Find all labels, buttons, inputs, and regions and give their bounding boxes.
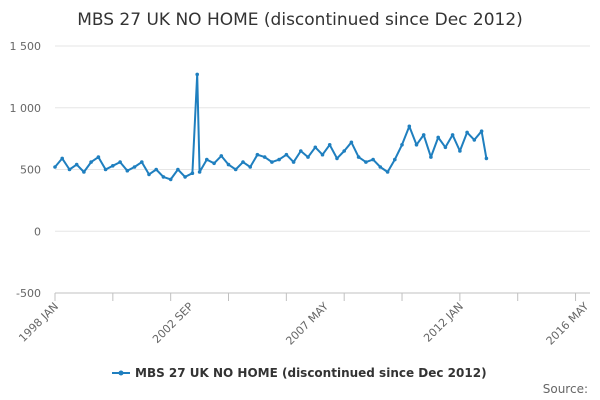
data-point[interactable] (320, 152, 325, 157)
data-point[interactable] (450, 133, 455, 137)
data-point[interactable] (306, 155, 310, 159)
data-point[interactable] (342, 149, 347, 153)
data-point[interactable] (356, 155, 361, 159)
data-point[interactable] (53, 165, 57, 169)
y-tick-label: -500 (16, 287, 41, 300)
data-point[interactable] (255, 152, 260, 157)
data-point[interactable] (472, 138, 477, 142)
legend[interactable]: MBS 27 UK NO HOME (discontinued since De… (112, 366, 487, 380)
data-point[interactable] (364, 160, 368, 164)
data-point[interactable] (60, 156, 64, 161)
data-point[interactable] (226, 162, 231, 167)
data-point[interactable] (407, 124, 412, 129)
x-tick-label: 2016 MAY (544, 300, 592, 348)
data-point[interactable] (378, 165, 383, 169)
x-tick-label: 2007 MAY (283, 300, 331, 348)
data-point[interactable] (195, 72, 199, 77)
data-point[interactable] (140, 160, 144, 164)
data-point[interactable] (458, 149, 462, 153)
y-tick-label: 0 (34, 225, 41, 238)
source-label: Source: (543, 382, 588, 396)
grid (55, 45, 590, 294)
data-point[interactable] (436, 135, 441, 140)
legend-label: MBS 27 UK NO HOME (discontinued since De… (135, 366, 487, 380)
data-point[interactable] (82, 170, 86, 174)
data-point[interactable] (205, 157, 209, 162)
data-point[interactable] (197, 170, 202, 174)
data-point[interactable] (429, 155, 433, 159)
y-axis: 1 500 1 000 500 0 -500 (10, 40, 42, 300)
data-point[interactable] (67, 167, 72, 172)
data-point[interactable] (349, 140, 354, 145)
data-point[interactable] (313, 145, 318, 150)
legend-marker (118, 370, 124, 376)
x-tick-label: 2012 JAN (421, 300, 466, 345)
data-point[interactable] (233, 167, 238, 172)
data-point[interactable] (371, 157, 375, 162)
data-point[interactable] (335, 156, 339, 161)
data-point[interactable] (291, 160, 296, 164)
data-point[interactable] (176, 167, 180, 172)
data-point[interactable] (421, 133, 426, 137)
data-point[interactable] (103, 167, 108, 172)
x-axis: 1998 JAN 2002 SEP 2007 MAY 2012 JAN 2016 MAY (16, 292, 592, 348)
data-point[interactable] (465, 130, 469, 135)
data-point[interactable] (96, 155, 101, 159)
data-point[interactable] (484, 156, 489, 161)
data-point[interactable] (385, 170, 390, 174)
data-point[interactable] (168, 177, 173, 182)
data-point[interactable] (299, 149, 303, 153)
data-point[interactable] (111, 164, 115, 168)
y-tick-label: 500 (20, 164, 41, 177)
data-point[interactable] (125, 168, 130, 173)
data-point[interactable] (212, 161, 216, 166)
y-tick-label: 1 000 (10, 102, 42, 115)
data-point[interactable] (248, 165, 252, 169)
data-point[interactable] (284, 152, 289, 157)
data-point[interactable] (219, 154, 224, 158)
data-point[interactable] (277, 157, 281, 162)
data-point[interactable] (414, 143, 419, 147)
x-tick-label: 1998 JAN (16, 300, 61, 345)
data-point[interactable] (161, 175, 166, 179)
data-point[interactable] (327, 143, 332, 147)
data-point[interactable] (262, 155, 267, 159)
data-point[interactable] (400, 143, 404, 147)
data-point[interactable] (479, 129, 484, 133)
data-point[interactable] (132, 165, 137, 169)
data-point[interactable] (154, 167, 158, 172)
data-point[interactable] (89, 160, 93, 164)
data-point[interactable] (443, 145, 448, 150)
data-point[interactable] (270, 160, 274, 164)
y-tick-label: 1 500 (10, 40, 42, 53)
data-point[interactable] (183, 175, 187, 179)
series-layer (53, 72, 489, 182)
data-point[interactable] (241, 160, 245, 164)
data-point[interactable] (190, 171, 195, 175)
data-point[interactable] (118, 160, 122, 164)
x-tick-label: 2002 SEP (150, 300, 196, 346)
chart-title: MBS 27 UK NO HOME (discontinued since De… (77, 10, 523, 30)
data-point[interactable] (147, 172, 151, 177)
data-point[interactable] (74, 162, 79, 167)
data-point[interactable] (393, 157, 397, 162)
